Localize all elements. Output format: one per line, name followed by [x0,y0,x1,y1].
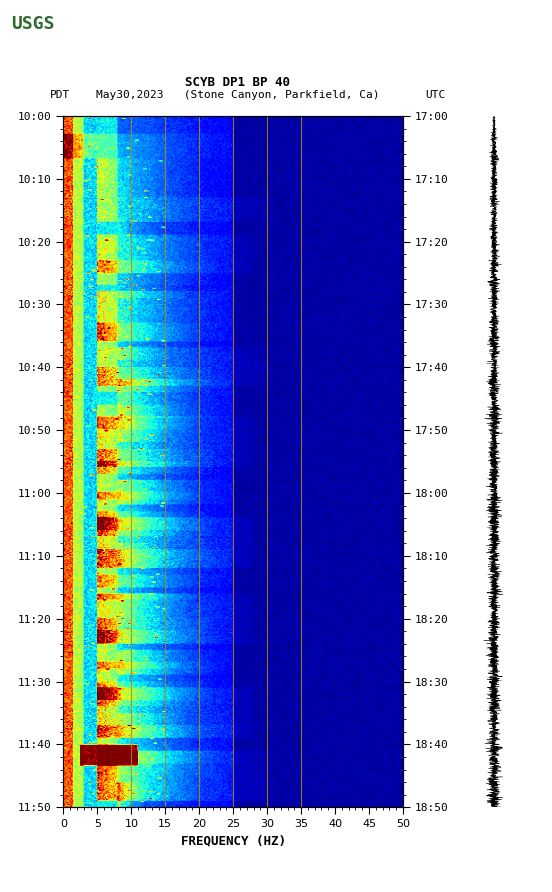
Text: May30,2023   (Stone Canyon, Parkfield, Ca): May30,2023 (Stone Canyon, Parkfield, Ca) [95,90,379,101]
Text: PDT: PDT [50,90,70,101]
Text: USGS: USGS [11,15,55,33]
Text: UTC: UTC [425,90,445,101]
Text: SCYB DP1 BP 40: SCYB DP1 BP 40 [185,76,290,88]
X-axis label: FREQUENCY (HZ): FREQUENCY (HZ) [181,835,286,847]
